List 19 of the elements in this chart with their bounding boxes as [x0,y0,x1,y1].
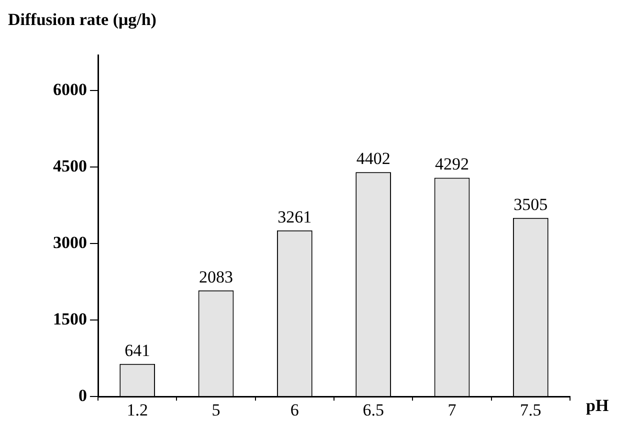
x-tick-label: 6 [290,400,299,420]
x-tick-label: 6.5 [362,400,384,420]
data-label: 641 [124,340,150,360]
data-label: 3505 [514,194,548,214]
x-tick-label: 1.2 [126,400,148,420]
data-label: 4402 [356,149,390,168]
x-tick-label: 5 [212,400,220,420]
y-tick-label: 1500 [53,310,87,329]
x-tick-label: 7 [448,400,457,420]
x-tick-label: 7.5 [520,400,542,420]
y-tick-label: 6000 [53,80,87,100]
y-axis-title: Diffusion rate (μg/h) [8,10,156,29]
data-label: 4292 [435,154,469,174]
y-tick-label: 4500 [53,156,87,176]
y-tick-label: 0 [78,386,87,405]
y-tick-label: 3000 [53,233,87,252]
x-axis-title: pH [586,396,609,415]
data-label: 2083 [199,267,233,286]
data-label: 3261 [278,207,312,226]
